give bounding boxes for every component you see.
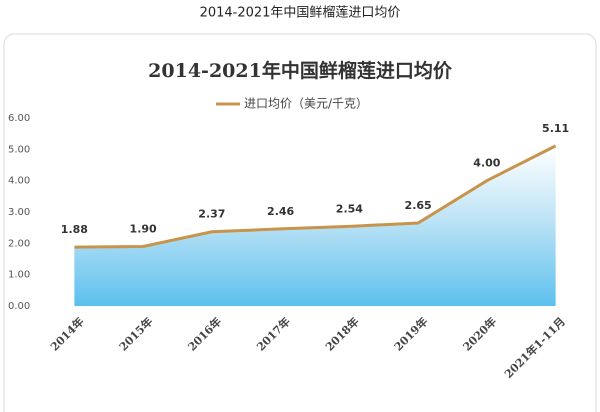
- data-label: 2.54: [336, 202, 363, 215]
- data-label: 1.88: [61, 223, 88, 236]
- data-label: 1.90: [130, 222, 157, 235]
- data-label: 5.11: [542, 122, 569, 135]
- legend-label: 进口均价（美元/千克）: [244, 97, 368, 111]
- chart-title: 2014-2021年中国鲜榴莲进口均价: [148, 59, 453, 82]
- data-label: 2.46: [267, 205, 294, 218]
- y-tick-label: 6.00: [8, 113, 30, 124]
- y-tick-label: 5.00: [8, 144, 30, 155]
- chart-frame: [3, 33, 597, 412]
- y-tick-label: 0.00: [8, 301, 30, 312]
- line: [74, 144, 557, 249]
- area: [74, 145, 556, 306]
- y-tick-label: 1.00: [8, 270, 30, 281]
- y-tick-label: 3.00: [8, 207, 30, 218]
- data-label: 2.37: [198, 208, 225, 221]
- data-label: 2.65: [405, 199, 432, 212]
- y-tick-label: 2.00: [8, 238, 30, 249]
- data-label: 4.00: [473, 157, 500, 170]
- page-caption: 2014-2021年中国鲜榴莲进口均价: [200, 6, 401, 21]
- y-tick-label: 4.00: [8, 176, 30, 187]
